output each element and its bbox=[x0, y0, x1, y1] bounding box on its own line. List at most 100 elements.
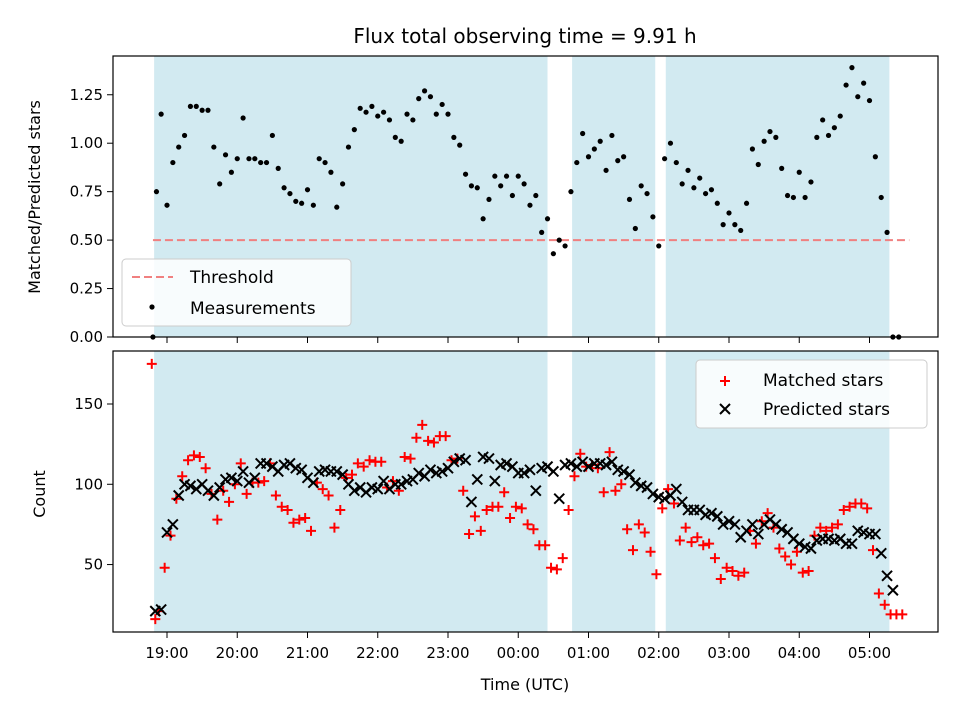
plus-marker bbox=[335, 504, 346, 515]
x-marker bbox=[372, 483, 384, 495]
matched-star-point bbox=[786, 559, 797, 570]
matched-star-point bbox=[276, 501, 287, 512]
measurement-point bbox=[404, 111, 410, 117]
matched-star-point bbox=[376, 456, 387, 467]
x-tick-label: 21:00 bbox=[286, 644, 329, 662]
measurement-point bbox=[603, 167, 609, 173]
predicted-star-point bbox=[448, 456, 460, 468]
predicted-star-point bbox=[752, 528, 764, 540]
measurement-point bbox=[240, 115, 246, 121]
plus-marker bbox=[604, 447, 615, 458]
x-marker bbox=[547, 465, 560, 478]
measurement-point bbox=[451, 134, 457, 140]
plus-marker bbox=[259, 476, 270, 487]
plus-marker bbox=[376, 456, 387, 467]
plus-marker bbox=[411, 432, 422, 443]
plus-marker bbox=[832, 519, 843, 530]
measurement-point bbox=[222, 152, 229, 158]
measurement-point bbox=[468, 183, 475, 189]
predicted-star-point bbox=[670, 483, 683, 495]
matched-star-point bbox=[797, 567, 808, 578]
plus-marker bbox=[815, 522, 826, 533]
measurement-point bbox=[667, 140, 674, 146]
plus-marker bbox=[709, 553, 720, 564]
matched-star-point bbox=[493, 501, 504, 512]
matched-star-point bbox=[692, 532, 703, 543]
plus-marker bbox=[329, 522, 340, 533]
plus-marker bbox=[616, 479, 627, 490]
x-marker bbox=[565, 457, 577, 470]
measurement-point bbox=[825, 132, 832, 139]
top-panel: 0.00 0.25 0.50 0.75 1.00 1.25 Threshold Measure… bbox=[70, 55, 939, 346]
measurement-point bbox=[556, 237, 562, 243]
plus-marker bbox=[212, 514, 223, 525]
plus-marker bbox=[540, 540, 551, 551]
x-marker bbox=[647, 488, 659, 500]
predicted-star-point bbox=[658, 493, 671, 505]
plus-marker bbox=[827, 522, 838, 533]
predicted-star-point bbox=[530, 484, 542, 497]
plus-marker bbox=[300, 512, 311, 523]
predicted-star-point bbox=[336, 468, 349, 481]
x-marker bbox=[723, 515, 735, 527]
x-marker bbox=[793, 537, 805, 550]
plus-marker bbox=[563, 504, 574, 515]
matched-star-point bbox=[423, 435, 434, 446]
predicted-star-point bbox=[237, 465, 249, 478]
y-tick-label: 150 bbox=[74, 395, 103, 413]
plus-marker bbox=[715, 574, 726, 585]
plus-marker bbox=[733, 570, 744, 581]
plus-marker bbox=[873, 588, 884, 599]
predicted-star-point bbox=[647, 488, 659, 500]
matched-star-point bbox=[727, 565, 738, 576]
x-marker bbox=[208, 489, 220, 502]
matched-star-point bbox=[838, 504, 849, 515]
matched-star-point bbox=[194, 451, 205, 462]
predicted-star-point bbox=[711, 510, 723, 523]
matched-star-point bbox=[715, 574, 726, 585]
matched-star-point bbox=[188, 450, 199, 461]
plus-marker bbox=[645, 546, 656, 557]
legend-predicted-label: Predicted stars bbox=[763, 400, 890, 420]
predicted-star-point bbox=[500, 457, 513, 470]
plus-marker bbox=[575, 448, 586, 459]
plus-marker bbox=[868, 545, 879, 556]
x-tick-label: 03:00 bbox=[707, 644, 750, 662]
predicted-star-point bbox=[459, 454, 472, 466]
measurement-point bbox=[351, 127, 357, 133]
measurement-point bbox=[287, 190, 293, 197]
plus-marker bbox=[510, 501, 521, 512]
plus-marker bbox=[405, 453, 416, 464]
measurement-point bbox=[234, 156, 240, 162]
matched-star-point bbox=[633, 519, 644, 530]
legend-matched-label: Matched stars bbox=[763, 371, 883, 391]
matched-star-point bbox=[364, 455, 375, 466]
plus-marker bbox=[856, 498, 867, 509]
plus-marker bbox=[183, 455, 194, 466]
matched-star-point bbox=[411, 432, 422, 443]
measurement-point bbox=[492, 173, 498, 179]
measurement-point bbox=[322, 159, 328, 166]
plus-marker bbox=[493, 501, 504, 512]
measurement-point bbox=[597, 138, 603, 144]
predicted-star-point bbox=[793, 537, 805, 550]
plus-marker bbox=[235, 458, 246, 469]
predicted-star-point bbox=[875, 547, 887, 560]
measurement-point bbox=[269, 132, 275, 139]
matched-star-point bbox=[212, 514, 223, 525]
plus-marker bbox=[288, 517, 299, 528]
measurement-point bbox=[410, 117, 416, 123]
plus-marker bbox=[774, 543, 785, 554]
measurement-point bbox=[632, 225, 638, 232]
predicted-star-point bbox=[184, 480, 197, 492]
measurement-point bbox=[550, 251, 556, 257]
measurement-point bbox=[340, 181, 346, 187]
legend-measurement-swatch bbox=[149, 304, 155, 310]
predicted-star-point bbox=[629, 476, 642, 489]
measurement-point bbox=[638, 183, 644, 189]
measurement-point bbox=[199, 107, 205, 113]
top-panel-y-label: Matched/Predicted stars bbox=[25, 100, 44, 294]
plus-marker bbox=[522, 519, 533, 530]
measurement-point bbox=[381, 109, 387, 115]
matched-star-point bbox=[540, 540, 551, 551]
